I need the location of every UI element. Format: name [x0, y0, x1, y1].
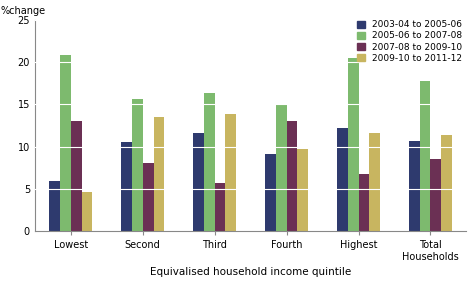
Bar: [441, 135, 452, 231]
Text: %change: %change: [0, 6, 45, 16]
Bar: [430, 158, 441, 231]
Bar: [153, 117, 164, 231]
Bar: [265, 154, 276, 231]
Bar: [143, 163, 153, 231]
X-axis label: Equivalised household income quintile: Equivalised household income quintile: [150, 267, 351, 277]
Bar: [337, 128, 348, 231]
Bar: [215, 183, 226, 231]
Bar: [60, 55, 71, 231]
Bar: [409, 141, 420, 231]
Bar: [359, 174, 369, 231]
Bar: [297, 149, 308, 231]
Bar: [369, 133, 380, 231]
Bar: [287, 121, 297, 231]
Bar: [276, 105, 287, 231]
Bar: [71, 121, 82, 231]
Bar: [204, 93, 215, 231]
Legend: 2003-04 to 2005-06, 2005-06 to 2007-08, 2007-08 to 2009-10, 2009-10 to 2011-12: 2003-04 to 2005-06, 2005-06 to 2007-08, …: [354, 17, 465, 67]
Bar: [348, 58, 359, 231]
Bar: [193, 133, 204, 231]
Bar: [420, 81, 430, 231]
Bar: [82, 192, 93, 231]
Bar: [49, 181, 60, 231]
Bar: [132, 99, 143, 231]
Bar: [226, 114, 236, 231]
Bar: [121, 142, 132, 231]
